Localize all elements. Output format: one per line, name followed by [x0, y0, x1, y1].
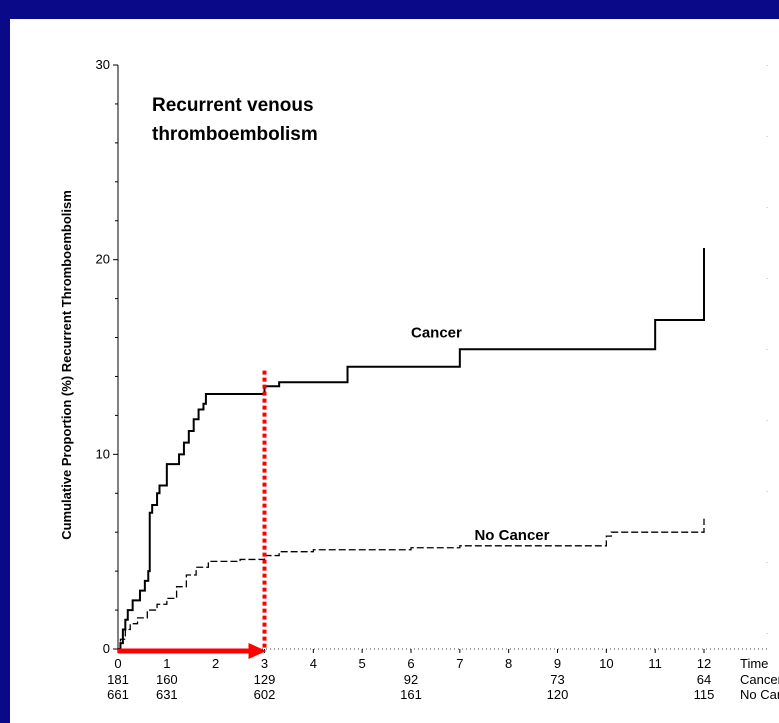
risk-value-cancer: 181: [107, 672, 129, 687]
x-tick-label: 8: [505, 656, 512, 671]
chart-panel: 0 10 20 30 0 1 2 3 4 5 6 7 8 9 10 11 12 Time Cumulative Pr…: [10, 19, 779, 723]
chart-labels: Recurrent venous thromboembolism Cancer No …: [152, 95, 550, 544]
risk-value-cancer: 129: [254, 672, 276, 687]
x-axis-label: Time: [740, 656, 768, 671]
chart-title-line1: Recurrent venous: [152, 95, 314, 116]
chart-curves: [118, 247, 705, 650]
series-label-no-cancer: No Cancer: [474, 527, 549, 544]
risk-value-no-cancer: 602: [254, 687, 276, 702]
y-tick-label: 10: [96, 446, 110, 461]
chart-annotations: [118, 370, 267, 659]
risk-value-no-cancer: 115: [694, 687, 715, 702]
x-tick-label: 10: [599, 656, 613, 671]
x-tick-label: 11: [648, 656, 662, 671]
x-tick-label: 0: [114, 656, 121, 671]
risk-value-cancer: 92: [404, 672, 418, 687]
risk-row-label-no-cancer: No Cancer: [740, 687, 779, 702]
y-tick-label: 20: [96, 252, 110, 267]
risk-value-cancer: 64: [697, 672, 711, 687]
red-arrow-head: [248, 643, 267, 659]
risk-value-no-cancer: 161: [400, 687, 422, 702]
x-tick-label: 4: [310, 656, 317, 671]
risk-value-cancer: 73: [550, 672, 564, 687]
chart-title-line2: thromboembolism: [152, 124, 318, 145]
risk-value-no-cancer: 631: [156, 687, 178, 702]
numbers-at-risk: 181 160 129 92 73 64 Cancer 661 631 602 161 120 115 N…: [107, 672, 779, 702]
risk-value-no-cancer: 120: [547, 687, 569, 702]
x-tick-label: 2: [212, 656, 219, 671]
y-tick-label: 30: [96, 57, 110, 72]
x-tick-label: 6: [407, 656, 414, 671]
y-axis-label: Cumulative Proportion (%) Recurrent Thro…: [59, 190, 74, 540]
x-tick-label: 12: [697, 656, 711, 671]
series-line-no-cancer: [118, 518, 705, 650]
x-tick-label: 1: [163, 656, 170, 671]
x-tick-label: 5: [359, 656, 366, 671]
series-label-cancer: Cancer: [411, 325, 462, 342]
x-tick-label: 9: [554, 656, 561, 671]
x-tick-label: 7: [456, 656, 463, 671]
risk-value-cancer: 160: [156, 672, 178, 687]
y-tick-label: 0: [103, 641, 110, 656]
risk-row-label-cancer: Cancer: [740, 672, 779, 687]
x-tick-label: 3: [261, 656, 268, 671]
risk-value-no-cancer: 661: [107, 687, 129, 702]
series-line-cancer: [118, 247, 705, 650]
